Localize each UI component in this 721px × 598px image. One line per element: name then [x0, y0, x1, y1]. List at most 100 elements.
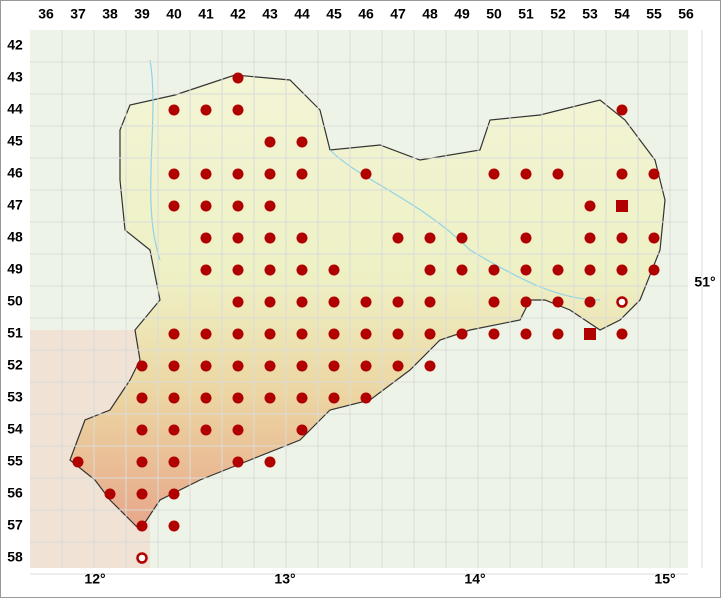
record-dot — [200, 328, 212, 340]
row-label: 50 — [7, 293, 23, 309]
record-dot — [520, 232, 532, 244]
record-dot — [456, 328, 468, 340]
record-dot — [168, 392, 180, 404]
column-label: 47 — [390, 6, 406, 22]
record-dot — [520, 296, 532, 308]
record-dot — [488, 328, 500, 340]
record-dot — [424, 360, 436, 372]
record-dot — [264, 392, 276, 404]
record-dot — [168, 104, 180, 116]
record-dot — [424, 232, 436, 244]
record-dot — [392, 232, 404, 244]
record-dot — [136, 360, 148, 372]
record-dot — [104, 488, 116, 500]
record-dot — [296, 328, 308, 340]
column-label: 45 — [326, 6, 342, 22]
row-label: 55 — [7, 453, 23, 469]
column-label: 42 — [230, 6, 246, 22]
record-dot — [296, 360, 308, 372]
row-label: 46 — [7, 165, 23, 181]
record-dot — [232, 424, 244, 436]
record-dot — [648, 168, 660, 180]
column-label: 38 — [102, 6, 118, 22]
record-dot — [264, 328, 276, 340]
row-label: 51 — [7, 325, 23, 341]
record-dot — [616, 104, 628, 116]
record-dot — [232, 328, 244, 340]
column-label: 55 — [646, 6, 662, 22]
record-open — [136, 552, 148, 564]
record-dot — [424, 296, 436, 308]
record-dot — [168, 360, 180, 372]
row-label: 47 — [7, 197, 23, 213]
column-label: 44 — [294, 6, 310, 22]
record-dot — [264, 200, 276, 212]
record-dot — [200, 200, 212, 212]
longitude-label: 12° — [84, 571, 105, 587]
record-dot — [392, 296, 404, 308]
record-dot — [616, 168, 628, 180]
record-dot — [616, 328, 628, 340]
record-dot — [232, 104, 244, 116]
row-label: 45 — [7, 133, 23, 149]
record-dot — [200, 232, 212, 244]
record-dot — [136, 520, 148, 532]
column-label: 40 — [166, 6, 182, 22]
record-dot — [168, 488, 180, 500]
record-dot — [200, 360, 212, 372]
record-dot — [584, 264, 596, 276]
column-label: 48 — [422, 6, 438, 22]
record-dot — [200, 424, 212, 436]
column-label: 49 — [454, 6, 470, 22]
row-label: 54 — [7, 421, 23, 437]
record-dot — [424, 328, 436, 340]
row-label: 49 — [7, 261, 23, 277]
record-open — [616, 296, 628, 308]
record-dot — [584, 200, 596, 212]
row-label: 44 — [7, 101, 23, 117]
record-dot — [168, 424, 180, 436]
record-dot — [200, 264, 212, 276]
record-dot — [264, 456, 276, 468]
row-label: 43 — [7, 69, 23, 85]
record-dot — [456, 264, 468, 276]
record-dot — [168, 520, 180, 532]
column-label: 41 — [198, 6, 214, 22]
row-label: 58 — [7, 549, 23, 565]
record-dot — [488, 264, 500, 276]
column-label: 36 — [38, 6, 54, 22]
record-dot — [296, 296, 308, 308]
longitude-label: 14° — [464, 571, 485, 587]
row-label: 52 — [7, 357, 23, 373]
column-label: 39 — [134, 6, 150, 22]
record-dot — [488, 296, 500, 308]
record-dot — [552, 168, 564, 180]
record-dot — [200, 104, 212, 116]
record-dot — [264, 136, 276, 148]
record-dot — [296, 264, 308, 276]
column-label: 50 — [486, 6, 502, 22]
record-square — [616, 200, 628, 212]
record-dot — [392, 360, 404, 372]
record-dot — [136, 488, 148, 500]
record-dot — [552, 328, 564, 340]
record-dot — [648, 232, 660, 244]
record-dot — [584, 296, 596, 308]
column-label: 52 — [550, 6, 566, 22]
record-dot — [520, 168, 532, 180]
record-dot — [232, 168, 244, 180]
record-dot — [328, 328, 340, 340]
record-dot — [232, 232, 244, 244]
record-dot — [168, 168, 180, 180]
record-dot — [456, 232, 468, 244]
record-dot — [520, 264, 532, 276]
record-dot — [296, 136, 308, 148]
record-dot — [200, 168, 212, 180]
record-dot — [232, 264, 244, 276]
record-dot — [232, 456, 244, 468]
record-dot — [168, 200, 180, 212]
record-dot — [296, 232, 308, 244]
record-dot — [264, 264, 276, 276]
column-label: 56 — [678, 6, 694, 22]
row-label: 42 — [7, 37, 23, 53]
